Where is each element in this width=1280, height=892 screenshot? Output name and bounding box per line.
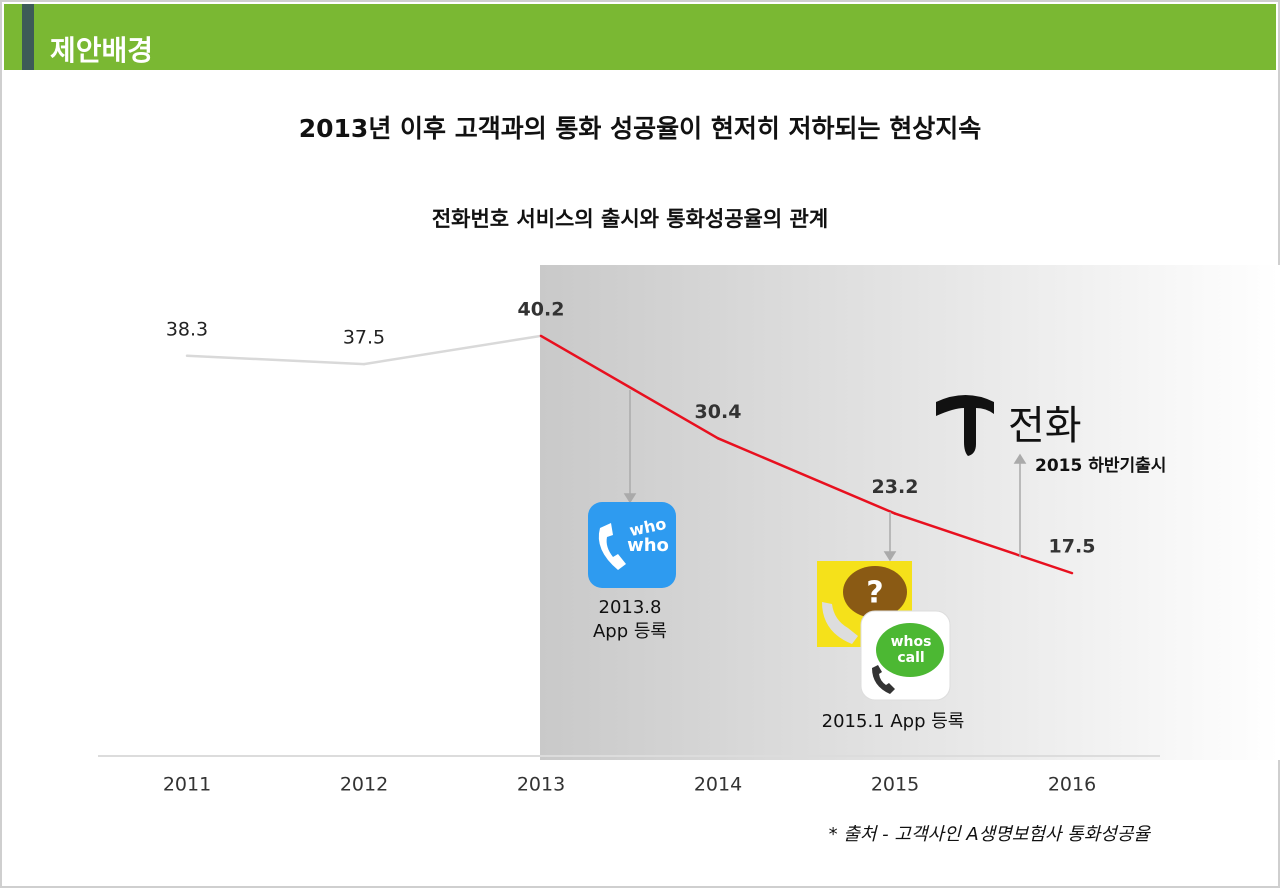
x-tick-label: 2011 bbox=[163, 774, 211, 796]
arrowhead bbox=[623, 493, 637, 504]
line-segment bbox=[185, 354, 366, 366]
annotation: App 등록 bbox=[593, 621, 667, 642]
data-label: 23.2 bbox=[872, 476, 919, 498]
header-stripe bbox=[22, 4, 34, 70]
line-segment bbox=[893, 512, 1074, 575]
x-tick-label: 2013 bbox=[517, 774, 565, 796]
bubble bbox=[843, 566, 907, 618]
header-bar bbox=[4, 4, 1276, 70]
arrowhead bbox=[883, 551, 897, 562]
chart-title: 전화번호 서비스의 출시와 통화성공율의 관계 bbox=[432, 207, 828, 231]
annotation: 2013.8 bbox=[599, 597, 662, 618]
data-label: 17.5 bbox=[1049, 536, 1096, 558]
x-tick-label: 2012 bbox=[340, 774, 388, 796]
x-tick-label: 2015 bbox=[871, 774, 919, 796]
icon-text: ? bbox=[866, 576, 883, 611]
bubble bbox=[876, 623, 944, 677]
data-label: 37.5 bbox=[343, 327, 385, 349]
line-segment bbox=[362, 334, 543, 366]
data-label: 30.4 bbox=[695, 401, 742, 423]
x-tick-label: 2014 bbox=[694, 774, 742, 796]
slide-title: 2013년 이후 고객과의 통화 성공율이 현저히 저하되는 현상지속 bbox=[299, 114, 982, 143]
t-logo-text: 전화 bbox=[1008, 403, 1082, 449]
annotation: 2015 하반기출시 bbox=[1035, 456, 1166, 476]
icon-text: who bbox=[627, 535, 669, 556]
source-note: * 출처 - 고객사인 A생명보험사 통화성공율 bbox=[829, 824, 1152, 845]
annotation: 2015.1 App 등록 bbox=[822, 711, 965, 732]
phone-glyph bbox=[598, 523, 626, 570]
icon-text: whos bbox=[891, 634, 932, 650]
t-logo bbox=[936, 395, 994, 456]
line-segment bbox=[539, 334, 720, 440]
data-label: 40.2 bbox=[518, 298, 565, 320]
phone-glyph bbox=[822, 602, 858, 644]
arrowhead bbox=[1013, 453, 1027, 464]
arrows bbox=[623, 390, 1027, 562]
icon-text: call bbox=[897, 650, 924, 666]
data-label: 38.3 bbox=[166, 318, 208, 340]
plot: 2011 2012 2013 2014 2015 2016 38.3 37.5 40.2 30.4… bbox=[163, 298, 1096, 795]
line-segment bbox=[716, 437, 897, 515]
x-tick-label: 2016 bbox=[1048, 774, 1096, 796]
header-title: 제안배경 bbox=[50, 34, 153, 67]
phone-glyph bbox=[872, 665, 895, 694]
